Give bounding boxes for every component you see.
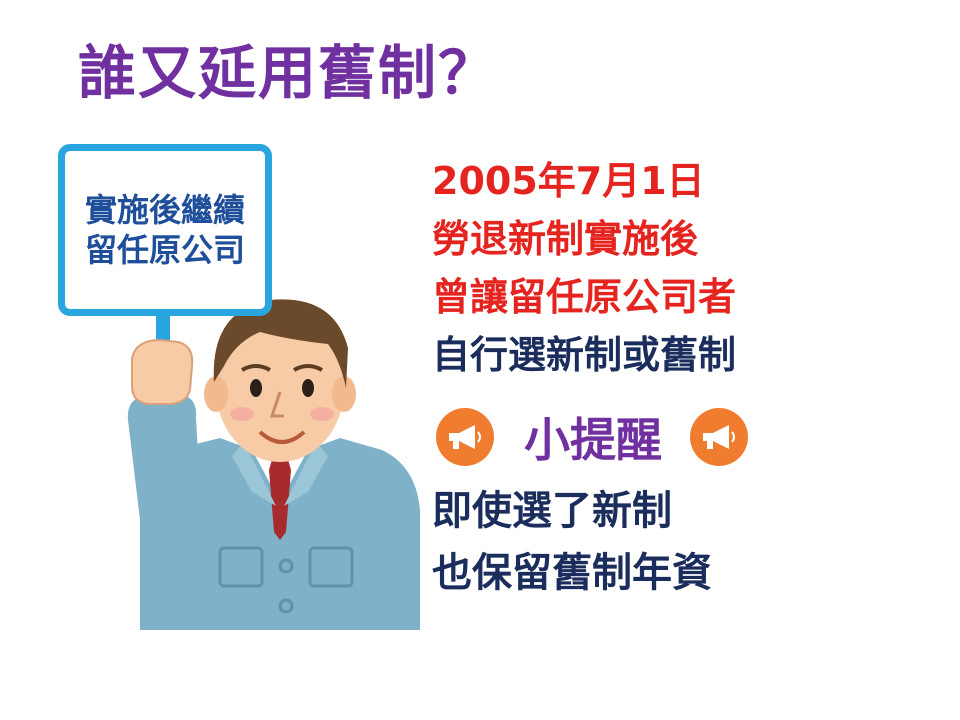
- main-text-line-4: 自行選新制或舊制: [432, 333, 737, 377]
- left-eye: [250, 379, 262, 397]
- tie: [269, 456, 291, 540]
- date-line: 2005年7月1日: [432, 159, 705, 203]
- reminder-label: 小提醒: [524, 413, 662, 467]
- main-text-line-3: 曾讓留任原公司者: [432, 275, 737, 319]
- megaphone-icon: [436, 408, 494, 466]
- right-pocket: [308, 546, 354, 588]
- reminder-row: 小提醒: [436, 404, 748, 470]
- right-lapel: [284, 442, 328, 506]
- mouth: [258, 430, 306, 444]
- sign-board: 實施後繼續 留任原公司: [58, 144, 272, 316]
- businessman-illustration: [127, 270, 420, 630]
- bottom-text-line-1: 即使選了新制: [432, 488, 672, 534]
- hair: [213, 299, 348, 388]
- bottom-text-line-2: 也保留舊制年資: [432, 550, 712, 596]
- right-eye: [302, 379, 314, 397]
- megaphone-icon: [690, 408, 748, 466]
- main-text-block: 2005年7月1日 勞退新制實施後 曾讓留任原公司者 自行選新制或舊制: [432, 152, 736, 384]
- button-1: [278, 558, 294, 574]
- left-brow: [241, 364, 271, 372]
- page-title: 誰又延用舊制？: [78, 39, 499, 107]
- main-text-line-2: 勞退新制實施後: [432, 217, 699, 261]
- raised-arm: [127, 394, 200, 520]
- head: [216, 314, 344, 462]
- bottom-text-block: 即使選了新制 也保留舊制年資: [432, 480, 712, 604]
- button-2: [278, 598, 294, 614]
- nose: [269, 391, 284, 418]
- right-cheek: [310, 407, 334, 421]
- sign-line-1: 實施後繼續: [84, 191, 245, 229]
- right-brow: [293, 364, 323, 372]
- sign-line-2: 留任原公司: [84, 231, 245, 269]
- hand: [131, 338, 194, 405]
- left-cheek: [230, 407, 254, 421]
- right-ear: [332, 376, 356, 412]
- left-ear: [204, 376, 228, 412]
- left-lapel: [232, 442, 276, 506]
- left-pocket: [218, 546, 264, 588]
